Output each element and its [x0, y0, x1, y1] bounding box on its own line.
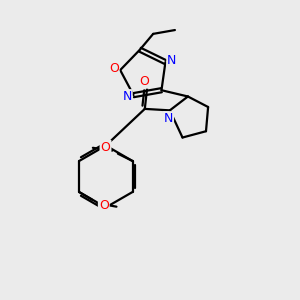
Text: O: O: [109, 62, 119, 75]
Text: O: O: [100, 141, 110, 154]
Text: O: O: [139, 75, 149, 88]
Text: N: N: [167, 54, 177, 67]
Text: N: N: [122, 90, 132, 103]
Text: N: N: [164, 112, 173, 125]
Text: O: O: [99, 199, 109, 212]
